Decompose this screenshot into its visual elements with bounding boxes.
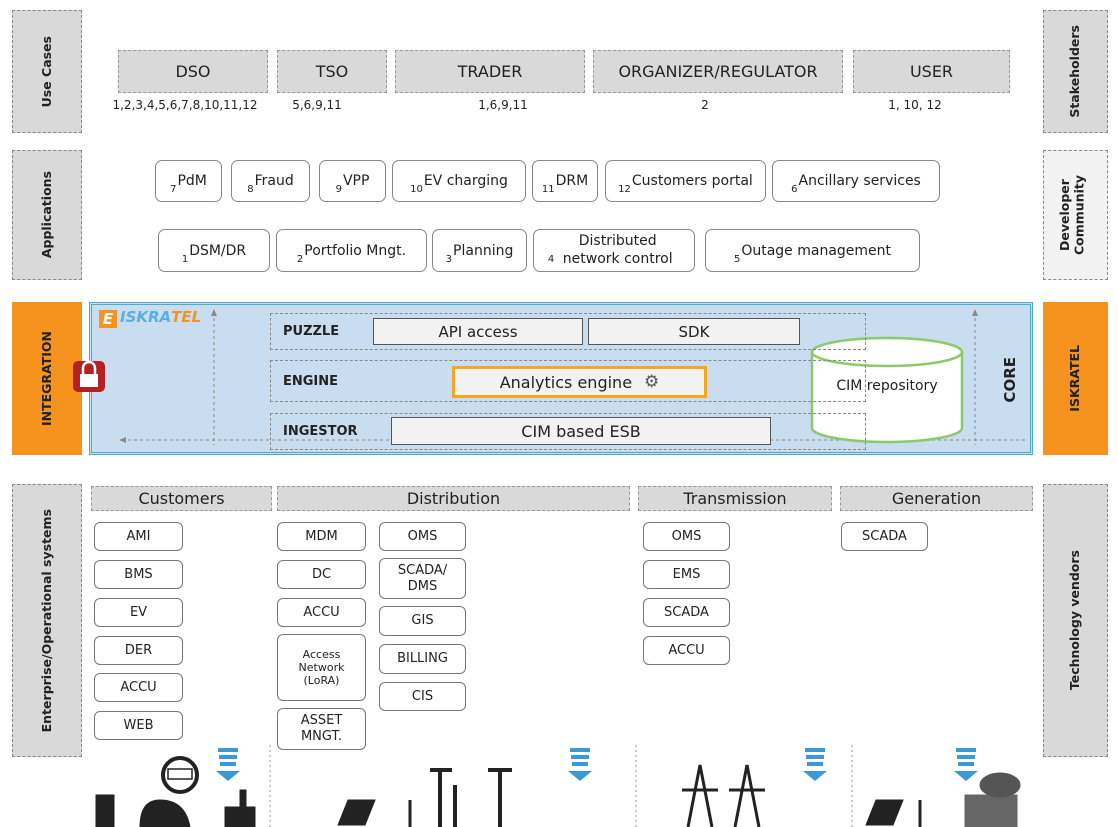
arrow-head bbox=[216, 771, 240, 781]
system-item: DER bbox=[94, 636, 183, 665]
system-item: EV bbox=[94, 598, 183, 627]
arrow-stripe bbox=[805, 748, 825, 752]
arrow-stripe bbox=[571, 755, 589, 759]
arrow-stripe bbox=[956, 748, 976, 752]
system-item: AMI bbox=[94, 522, 183, 551]
arrow-stripe bbox=[570, 748, 590, 752]
system-header: Transmission bbox=[638, 486, 832, 511]
system-item: Access Network (LoRA) bbox=[277, 634, 366, 701]
system-item: ACCU bbox=[643, 636, 730, 665]
system-item: ACCU bbox=[277, 598, 366, 627]
infrastructure-icons bbox=[0, 745, 1118, 827]
system-item: BMS bbox=[94, 560, 183, 589]
arrow-stripe bbox=[958, 762, 974, 766]
arrow-head bbox=[803, 771, 827, 781]
arrow-stripe bbox=[806, 755, 824, 759]
arrow-head bbox=[568, 771, 592, 781]
arrow-stripe bbox=[219, 755, 237, 759]
system-item: SCADA bbox=[841, 522, 928, 551]
core-label: CORE bbox=[996, 345, 1026, 415]
arrow-stripe bbox=[218, 748, 238, 752]
arrow-stripe bbox=[572, 762, 588, 766]
system-item: SCADA bbox=[643, 598, 730, 627]
system-item: OMS bbox=[643, 522, 730, 551]
system-item: EMS bbox=[643, 560, 730, 589]
arrow-stripe bbox=[957, 755, 975, 759]
core-label-text: CORE bbox=[1002, 357, 1019, 403]
system-item: GIS bbox=[379, 606, 466, 636]
arrow-stripe bbox=[220, 762, 236, 766]
core-item: CIM based ESB bbox=[391, 417, 771, 445]
system-item: SCADA/ DMS bbox=[379, 558, 466, 599]
system-item: MDM bbox=[277, 522, 366, 551]
system-item: BILLING bbox=[379, 644, 466, 674]
core-item-text: Analytics engine bbox=[500, 373, 632, 392]
system-item: OMS bbox=[379, 522, 466, 551]
system-item: ASSET MNGT. bbox=[277, 708, 366, 750]
system-header: Distribution bbox=[277, 486, 630, 511]
system-item: DC bbox=[277, 560, 366, 589]
arrow-head bbox=[954, 771, 978, 781]
gear-icon: ⚙ bbox=[644, 372, 659, 392]
core-item: SDK bbox=[588, 318, 800, 345]
diagram: Use Cases Applications INTEGRATION Enter… bbox=[0, 0, 1118, 827]
arrow-stripe bbox=[807, 762, 823, 766]
core-item: Analytics engine ⚙ bbox=[452, 366, 707, 398]
core-item: API access bbox=[373, 318, 583, 345]
repository: CIM repository bbox=[812, 366, 962, 406]
system-item: ACCU bbox=[94, 673, 183, 702]
system-header: Customers bbox=[91, 486, 272, 511]
system-header: Generation bbox=[840, 486, 1033, 511]
system-item: WEB bbox=[94, 711, 183, 740]
system-item: CIS bbox=[379, 682, 466, 711]
